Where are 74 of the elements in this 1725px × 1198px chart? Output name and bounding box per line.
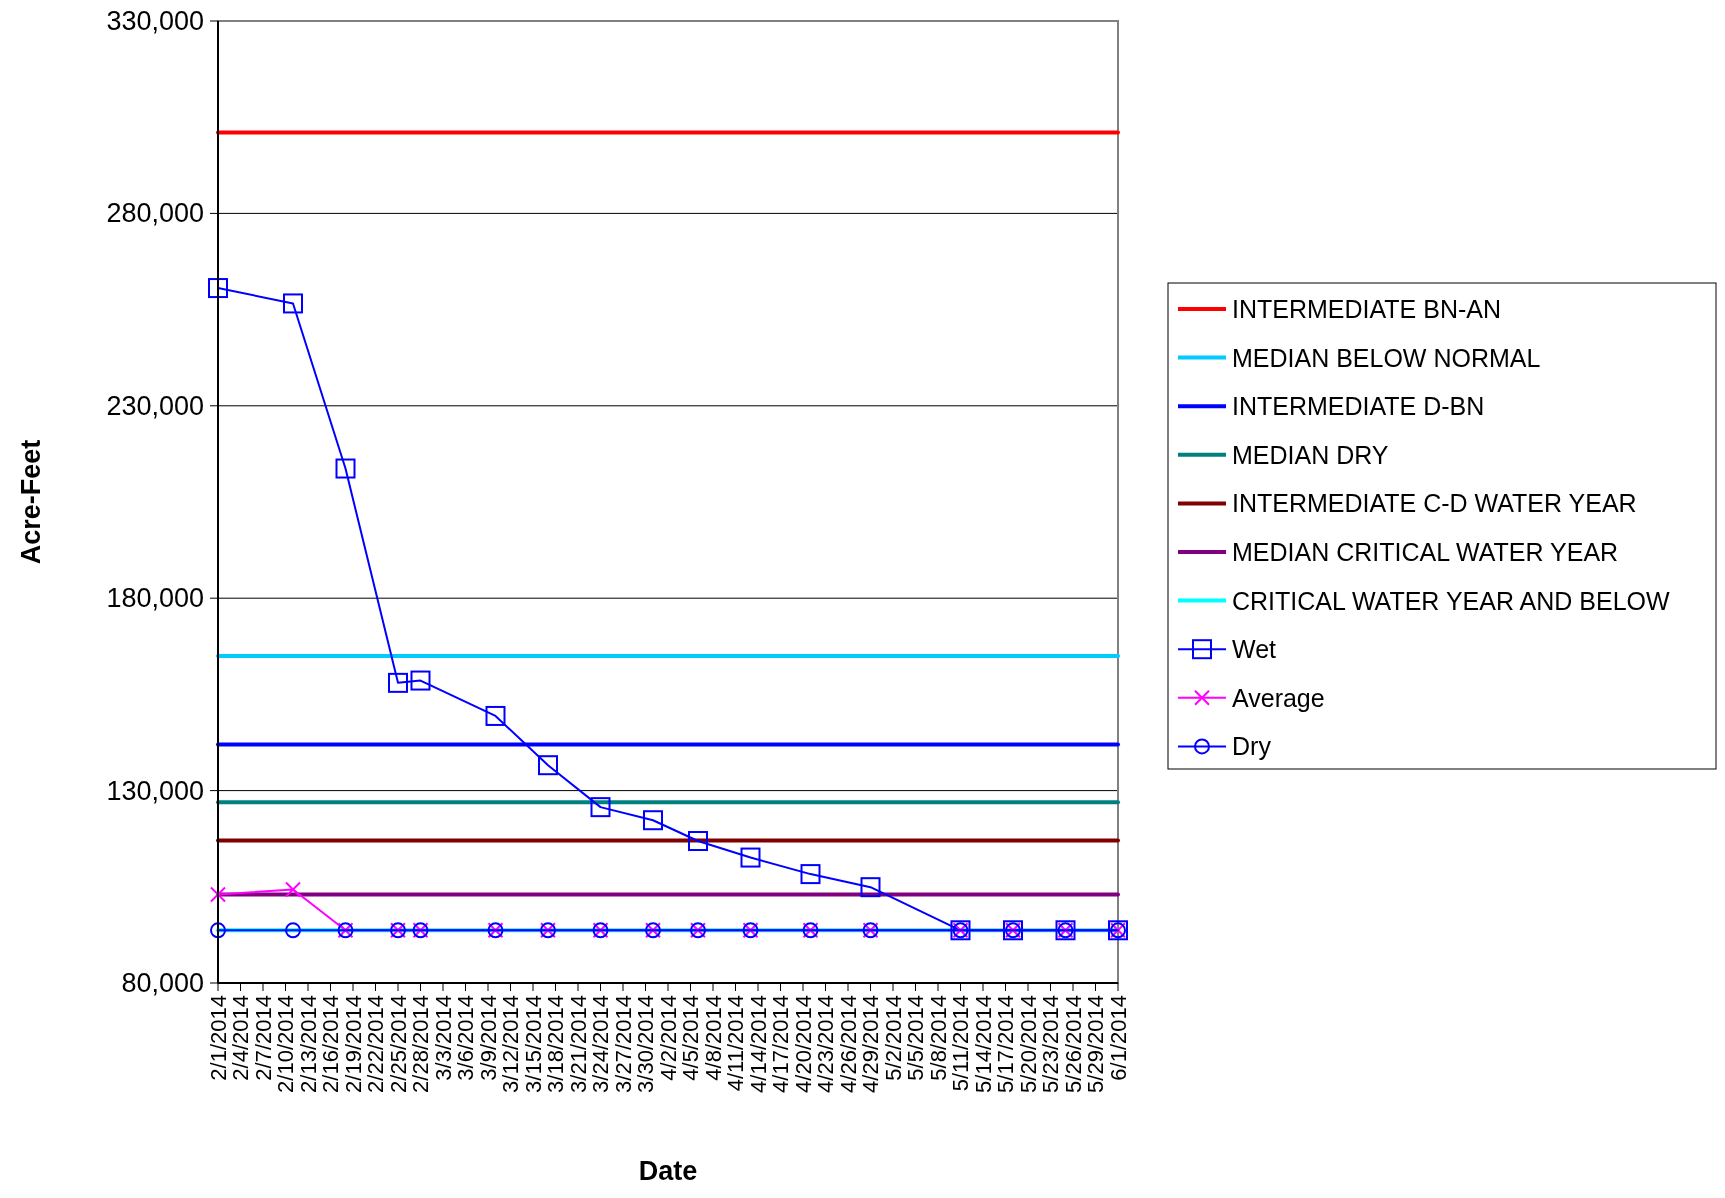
x-tick-label: 4/11/2014 [723, 995, 748, 1092]
x-tick-label: 6/1/2014 [1105, 995, 1131, 1081]
x-axis-title: Date [638, 1156, 698, 1186]
x-tick-label: 3/21/2014 [565, 995, 591, 1093]
x-tick-label: 3/3/2014 [430, 995, 456, 1081]
x-tick-label: 2/10/2014 [273, 995, 298, 1093]
legend-label: INTERMEDIATE D-BN [1232, 392, 1485, 421]
x-tick-label: 4/14/2014 [745, 995, 771, 1093]
point [538, 755, 558, 776]
x-tick-label: 5/2/2014 [880, 995, 906, 1081]
point [643, 810, 663, 831]
x-tick-label: 4/8/2014 [700, 995, 726, 1081]
x-tick-label: 2/22/2014 [363, 995, 388, 1093]
x-tick-label: 2/13/2014 [295, 995, 321, 1093]
legend-label: INTERMEDIATE BN-AN [1232, 295, 1501, 323]
x-tick-label: 5/8/2014 [925, 995, 951, 1081]
x-tick-label: 3/9/2014 [475, 995, 501, 1081]
legend-label: Average [1232, 683, 1325, 712]
legend-label: Dry [1232, 732, 1272, 761]
x-tick-label: 4/20/2014 [790, 995, 816, 1093]
point [740, 847, 761, 868]
legend-label: MEDIAN DRY [1232, 440, 1389, 469]
point [410, 670, 431, 691]
x-tick-label: 2/4/2014 [228, 995, 253, 1081]
legend-label: MEDIAN BELOW NORMAL [1232, 343, 1541, 372]
x-tick-label: 5/29/2014 [1083, 995, 1108, 1093]
x-tick-label: 5/17/2014 [993, 995, 1018, 1093]
x-tick-label: 5/5/2014 [903, 995, 928, 1081]
point [485, 705, 506, 726]
x-tick-label: 5/20/2014 [1015, 995, 1041, 1093]
x-tick-label: 2/16/2014 [318, 995, 343, 1093]
y-tick-label: 330,000 [106, 6, 204, 36]
x-tick-label: 2/28/2014 [408, 995, 433, 1093]
y-tick-label: 280,000 [106, 198, 204, 229]
legend-label: CRITICAL WATER YEAR AND BELOW [1232, 586, 1670, 615]
x-tick-label: 4/26/2014 [835, 995, 861, 1093]
x-tick-label: 3/18/2014 [543, 995, 568, 1093]
x-tick-label: 4/5/2014 [678, 995, 703, 1081]
x-tick-label: 3/24/2014 [588, 995, 613, 1093]
x-tick-label: 4/23/2014 [813, 995, 838, 1093]
point [590, 797, 611, 818]
point [860, 877, 881, 898]
x-tick-label: 5/23/2014 [1038, 995, 1063, 1093]
x-tick-label: 3/6/2014 [453, 995, 478, 1081]
y-tick-label: 180,000 [106, 583, 204, 614]
x-tick-label: 5/11/2014 [948, 995, 973, 1092]
x-tick-label: 4/2/2014 [655, 995, 681, 1081]
point [283, 293, 303, 314]
point [800, 864, 821, 885]
legend-label: MEDIAN CRITICAL WATER YEAR [1232, 538, 1619, 566]
y-tick-label: 80,000 [121, 968, 204, 998]
x-tick-label: 2/7/2014 [250, 995, 276, 1081]
x-tick-label: 3/15/2014 [520, 995, 546, 1093]
x-tick-label: 2/1/2014 [205, 995, 231, 1081]
x-tick-label: 2/25/2014 [385, 995, 411, 1093]
legend-label: Wet [1232, 635, 1277, 664]
x-tick-label: 3/27/2014 [610, 995, 636, 1093]
point [335, 458, 356, 479]
x-tick-label: 4/17/2014 [768, 995, 793, 1093]
y-tick-label: 230,000 [106, 390, 204, 421]
x-tick-label: 3/12/2014 [498, 995, 523, 1093]
y-axis-title: Acre-Feet [16, 439, 46, 565]
legend-label: INTERMEDIATE C-D WATER YEAR [1232, 489, 1637, 518]
x-tick-label: 4/29/2014 [858, 995, 883, 1093]
x-tick-label: 5/14/2014 [970, 995, 996, 1093]
x-tick-label: 2/19/2014 [340, 995, 366, 1093]
x-tick-label: 5/26/2014 [1060, 995, 1086, 1093]
point [388, 672, 408, 693]
point [210, 886, 226, 903]
point [208, 278, 228, 299]
point [688, 831, 708, 852]
y-tick-label: 130,000 [106, 775, 204, 806]
x-tick-label: 3/30/2014 [633, 995, 658, 1093]
point [285, 881, 301, 898]
